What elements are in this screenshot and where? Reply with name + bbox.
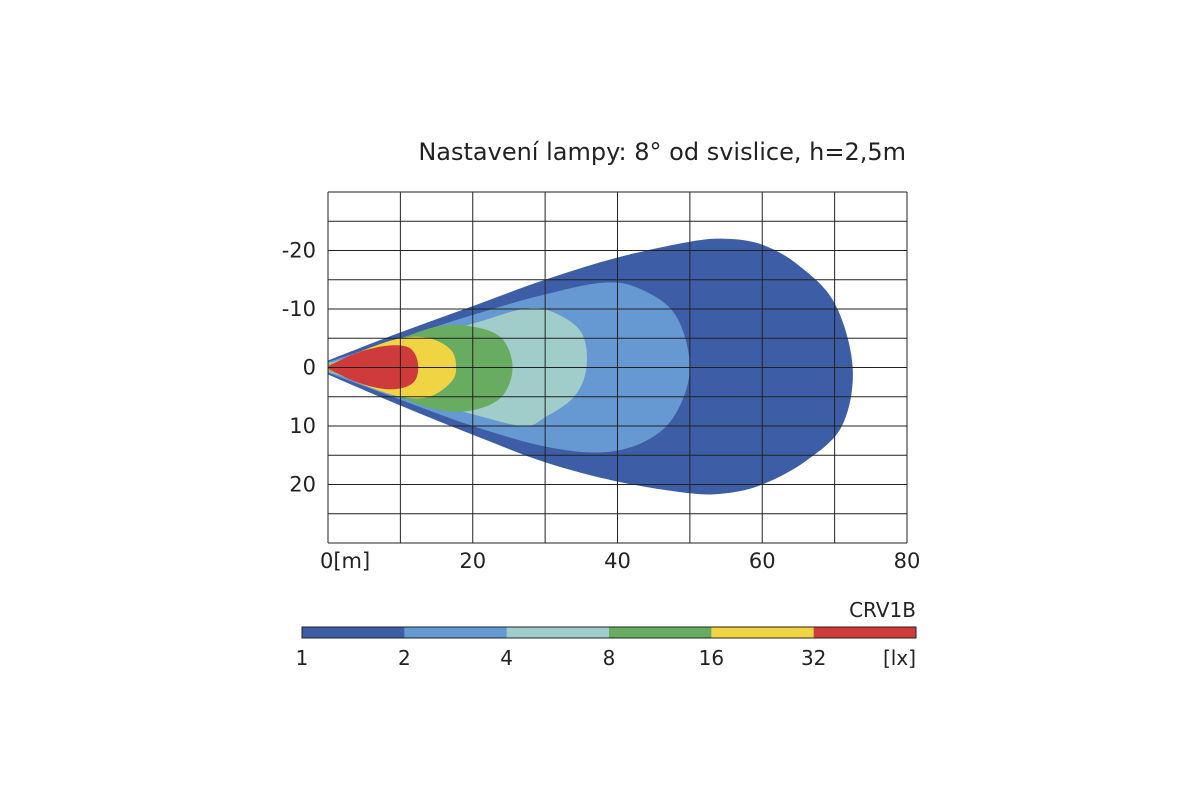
legend-unit: [lx] xyxy=(883,646,916,670)
x-tick-label: 40 xyxy=(604,549,631,573)
legend-swatch xyxy=(506,627,610,638)
y-tick-label: -10 xyxy=(282,297,316,321)
x-tick-label: 0[m] xyxy=(320,549,370,573)
legend-swatch xyxy=(302,627,405,638)
legend-label: 1 xyxy=(296,646,309,670)
legend-swatch xyxy=(813,627,917,638)
legend-title: CRV1B xyxy=(849,598,916,622)
legend-swatch xyxy=(711,627,815,638)
legend-labels: 1 2 4 8 16 32 xyxy=(296,646,827,670)
x-axis-tick-labels: 0[m] 20 40 60 80 xyxy=(320,549,920,573)
isolux-contours xyxy=(328,238,853,495)
chart-title: Nastavení lampy: 8° od svislice, h=2,5m xyxy=(418,138,906,166)
legend-label: 8 xyxy=(603,646,616,670)
legend-label: 32 xyxy=(801,646,826,670)
plot-grid xyxy=(327,191,908,544)
x-tick-label: 60 xyxy=(749,549,776,573)
legend-label: 16 xyxy=(699,646,724,670)
y-tick-label: 10 xyxy=(289,414,316,438)
y-tick-label: 0 xyxy=(303,356,316,380)
y-axis-tick-labels: -20 -10 0 10 20 xyxy=(282,239,316,497)
y-tick-label: 20 xyxy=(289,473,316,497)
legend-label: 2 xyxy=(398,646,411,670)
legend-bar-border xyxy=(301,626,917,639)
legend-label: 4 xyxy=(500,646,513,670)
legend-swatch xyxy=(404,627,508,638)
legend-swatch xyxy=(609,627,712,638)
x-tick-label: 20 xyxy=(459,549,486,573)
color-scale-legend: CRV1B 1 2 4 8 16 32 [lx] xyxy=(296,598,917,670)
y-tick-label: -20 xyxy=(282,239,316,263)
legend-swatches xyxy=(301,626,917,639)
x-tick-label: 80 xyxy=(894,549,921,573)
